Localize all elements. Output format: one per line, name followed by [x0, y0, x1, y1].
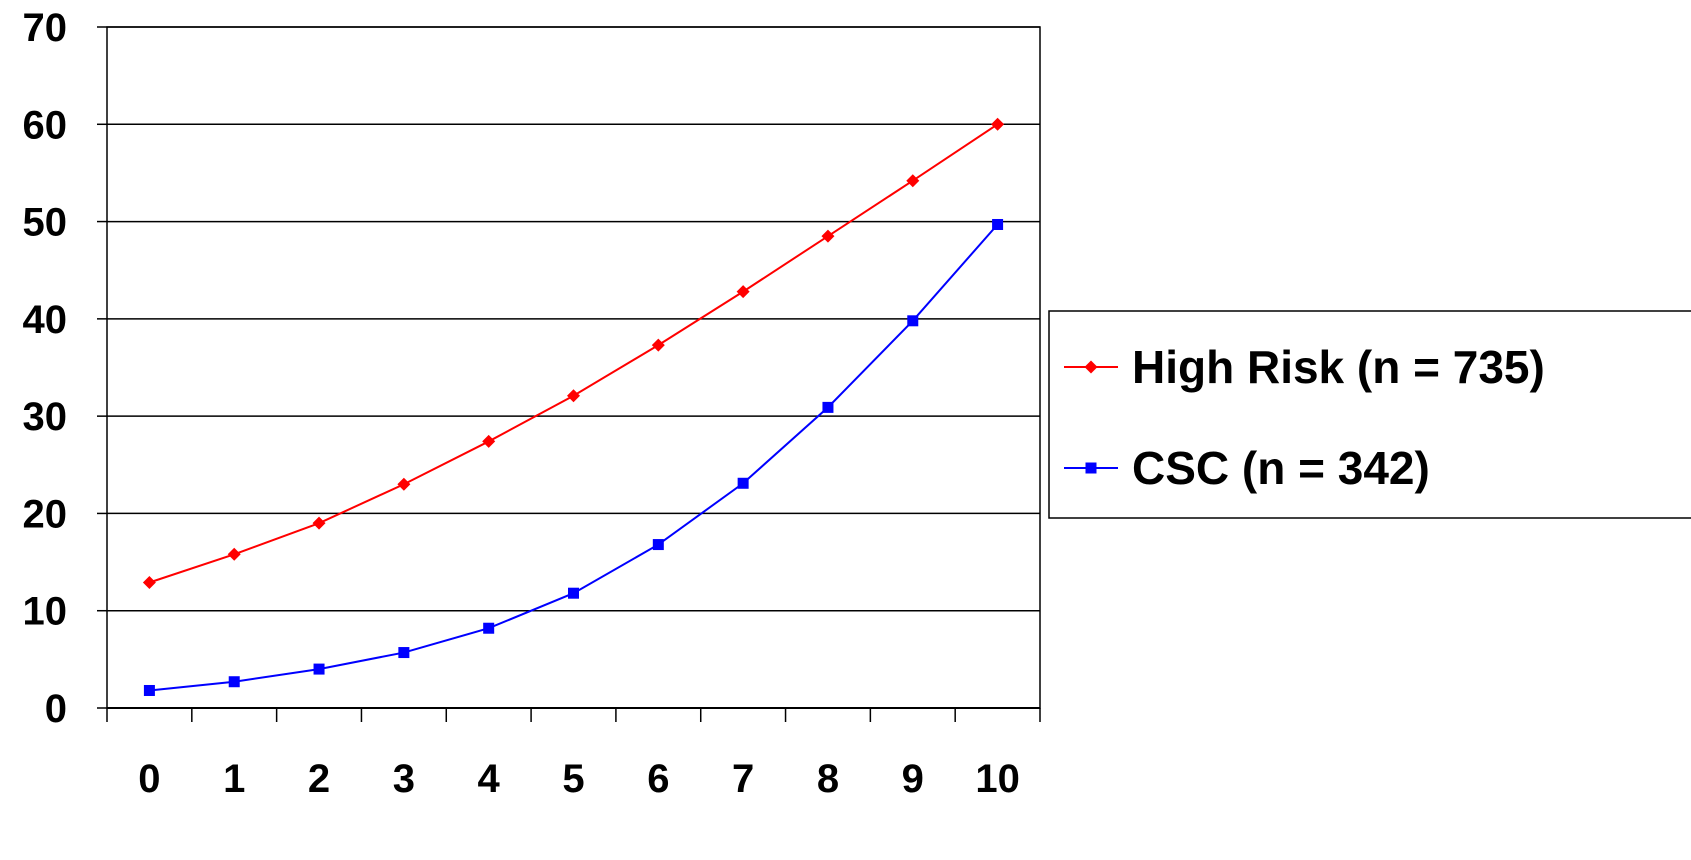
series-high-risk: [142, 117, 1005, 590]
y-tick-label: 30: [23, 395, 68, 439]
x-tick-label: 10: [975, 757, 1020, 801]
x-tick-label: 0: [138, 757, 160, 801]
x-tick-label: 6: [647, 757, 669, 801]
data-point-csc: [143, 684, 155, 696]
data-point-high-risk: [736, 285, 750, 299]
x-tick-label: 8: [817, 757, 839, 801]
data-point-csc: [822, 401, 834, 413]
legend: High Risk (n = 735) CSC (n = 342): [1048, 310, 1691, 519]
data-point-high-risk: [142, 576, 156, 590]
plot-area-border: [106, 26, 1041, 709]
data-point-csc: [483, 622, 495, 634]
x-tick-label: 9: [902, 757, 924, 801]
data-point-csc: [568, 587, 579, 599]
data-point-csc: [313, 663, 325, 675]
data-point-csc: [398, 647, 410, 659]
axes: 0 10 20 30 40 50 60 70 0 1 2 3 4 5 6 7 8 9 10: [23, 6, 1041, 801]
data-point-high-risk: [567, 389, 580, 403]
y-tick-label: 60: [23, 103, 68, 147]
y-tick-label: 70: [23, 6, 68, 50]
x-tick-label: 7: [732, 757, 754, 801]
data-point-csc: [992, 218, 1004, 230]
data-point-high-risk: [312, 516, 326, 530]
series-csc: [143, 218, 1004, 696]
x-tick-label: 2: [308, 757, 330, 801]
y-tick-label: 10: [23, 590, 68, 634]
x-tick-label: 5: [562, 757, 584, 801]
legend-marker-high-risk: [1084, 360, 1098, 374]
data-point-high-risk: [821, 229, 835, 243]
x-tick-label: 3: [393, 757, 415, 801]
series-layer: [142, 117, 1005, 696]
legend-box: [1048, 310, 1691, 519]
y-tick-label: 20: [23, 492, 68, 536]
data-point-high-risk: [991, 117, 1005, 131]
x-tick-label: 4: [478, 757, 501, 801]
series-line-csc: [149, 223, 999, 692]
y-tick-label: 40: [23, 298, 68, 342]
data-point-high-risk: [397, 477, 411, 491]
data-point-csc: [737, 477, 749, 489]
data-point-high-risk: [906, 174, 920, 188]
legend-marker-csc: [1085, 462, 1097, 474]
legend-label-high-risk: High Risk (n = 735): [1132, 341, 1545, 393]
data-point-csc: [652, 539, 664, 551]
data-point-high-risk: [227, 547, 241, 561]
gridlines: [106, 26, 1041, 709]
legend-label-csc: CSC (n = 342): [1132, 442, 1430, 494]
data-point-high-risk: [482, 434, 496, 448]
data-point-high-risk: [651, 338, 665, 352]
data-point-csc: [228, 676, 240, 688]
x-tick-label: 1: [223, 757, 245, 801]
y-tick-label: 0: [45, 687, 67, 731]
y-tick-label: 50: [23, 201, 68, 245]
data-point-csc: [907, 315, 919, 327]
